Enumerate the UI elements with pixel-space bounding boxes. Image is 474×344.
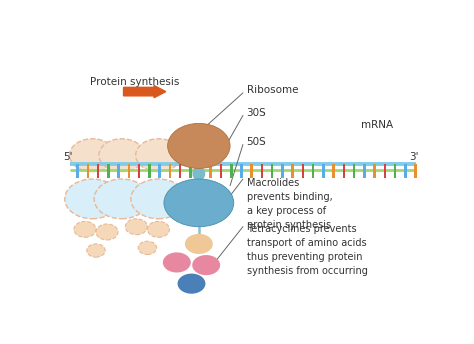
Bar [220, 164, 222, 178]
Bar [117, 164, 120, 178]
Bar [292, 164, 294, 178]
Bar [261, 164, 263, 178]
Text: 3': 3' [409, 151, 419, 161]
Circle shape [136, 139, 181, 172]
Bar [210, 164, 212, 178]
Bar [148, 164, 151, 178]
Circle shape [185, 234, 213, 254]
Text: 5': 5' [64, 151, 73, 161]
Bar [138, 164, 140, 178]
Circle shape [96, 224, 118, 240]
Bar [97, 164, 100, 178]
Text: mRNA: mRNA [361, 120, 393, 130]
Bar [179, 164, 182, 178]
Circle shape [168, 123, 230, 169]
FancyArrow shape [124, 86, 166, 98]
Bar [332, 164, 335, 178]
Bar [383, 164, 386, 178]
Bar [199, 164, 202, 178]
Bar [394, 164, 396, 178]
Bar [281, 164, 284, 178]
Bar [250, 164, 253, 178]
Text: Tetracyclines prevents
transport of amino acids
thus preventing protein
synthesi: Tetracyclines prevents transport of amin… [246, 224, 367, 276]
Circle shape [125, 219, 147, 235]
Text: Macrolides
prevents binding,
a key process of
protein synthesis: Macrolides prevents binding, a key proce… [246, 178, 332, 230]
Text: 50S: 50S [246, 137, 266, 147]
Bar [87, 164, 89, 178]
Bar [312, 164, 314, 178]
Bar [301, 164, 304, 178]
Bar [128, 164, 130, 178]
Circle shape [94, 179, 149, 219]
Ellipse shape [192, 166, 205, 181]
Text: Ribosome: Ribosome [246, 85, 298, 95]
Text: Protein synthesis: Protein synthesis [91, 77, 180, 87]
Text: 30S: 30S [246, 108, 266, 118]
Bar [240, 164, 243, 178]
Bar [158, 164, 161, 178]
Bar [230, 164, 233, 178]
Bar [322, 164, 325, 178]
Circle shape [178, 273, 205, 294]
Circle shape [163, 252, 191, 272]
Circle shape [65, 179, 120, 219]
Bar [168, 164, 171, 178]
Bar [363, 164, 365, 178]
Circle shape [131, 179, 186, 219]
Circle shape [87, 244, 105, 257]
Circle shape [138, 241, 156, 255]
Bar [189, 164, 191, 178]
Bar [271, 164, 273, 178]
Circle shape [70, 139, 115, 172]
Bar [414, 164, 417, 178]
Circle shape [74, 222, 96, 237]
Circle shape [147, 222, 170, 237]
Bar [374, 164, 376, 178]
Bar [343, 164, 345, 178]
Ellipse shape [164, 179, 234, 227]
Circle shape [192, 255, 220, 275]
Bar [107, 164, 109, 178]
Circle shape [99, 139, 145, 172]
Bar [404, 164, 407, 178]
Bar [76, 164, 79, 178]
Bar [353, 164, 356, 178]
